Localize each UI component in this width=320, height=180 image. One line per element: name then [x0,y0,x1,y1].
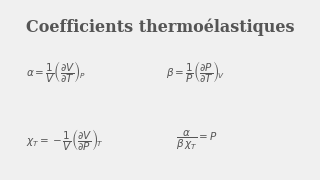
Text: $\alpha = \dfrac{1}{V} \left( \dfrac{\partial V}{\partial T} \right)_{\!P}$: $\alpha = \dfrac{1}{V} \left( \dfrac{\pa… [26,59,85,85]
Text: $\beta = \dfrac{1}{P} \left( \dfrac{\partial P}{\partial T} \right)_{\!V}$: $\beta = \dfrac{1}{P} \left( \dfrac{\par… [166,59,226,85]
Text: $\dfrac{\alpha}{\beta\,\chi_T} = P$: $\dfrac{\alpha}{\beta\,\chi_T} = P$ [176,129,218,152]
Text: Coefficients thermoélastiques: Coefficients thermoélastiques [26,18,294,35]
Text: $\chi_T = -\dfrac{1}{V} \left( \dfrac{\partial V}{\partial P} \right)_{\!T}$: $\chi_T = -\dfrac{1}{V} \left( \dfrac{\p… [26,127,103,153]
